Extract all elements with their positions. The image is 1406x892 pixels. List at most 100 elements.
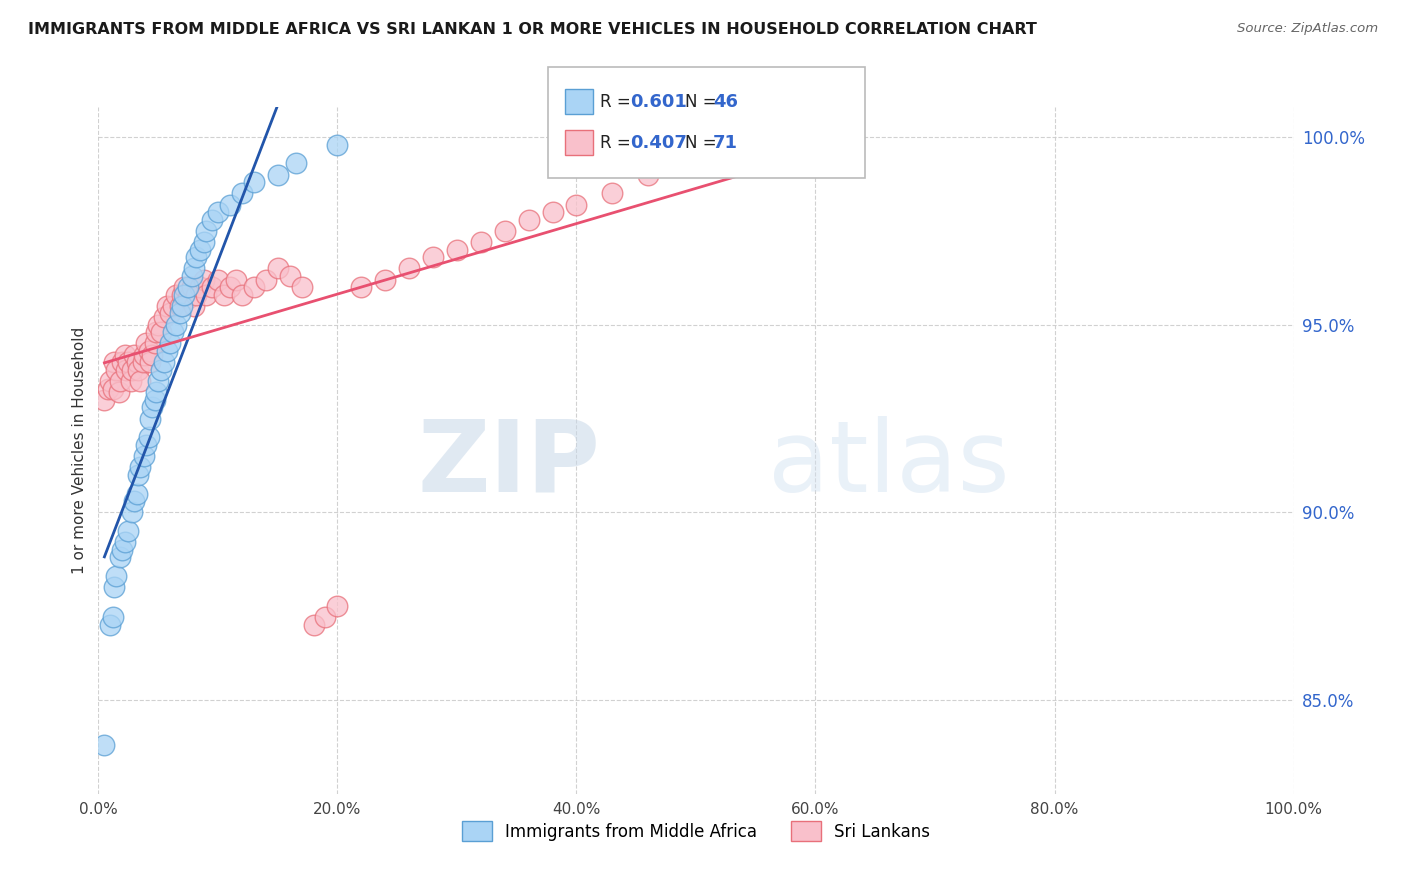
Point xyxy=(132,449,155,463)
Text: Source: ZipAtlas.com: Source: ZipAtlas.com xyxy=(1237,22,1378,36)
Point xyxy=(225,273,247,287)
Point xyxy=(186,287,208,301)
Point xyxy=(139,411,162,425)
Point xyxy=(98,618,122,632)
Point xyxy=(173,280,195,294)
Text: 0.407: 0.407 xyxy=(630,134,686,152)
Text: 46: 46 xyxy=(713,93,738,111)
Point xyxy=(602,186,624,201)
Point xyxy=(169,306,191,320)
Point xyxy=(180,268,202,283)
Text: 0.601: 0.601 xyxy=(630,93,686,111)
Point xyxy=(350,280,373,294)
Point xyxy=(131,355,153,369)
Point xyxy=(188,243,211,257)
Point xyxy=(195,224,218,238)
Point xyxy=(398,261,420,276)
Point xyxy=(143,392,166,407)
Point xyxy=(165,318,187,332)
Point xyxy=(162,325,184,339)
Point xyxy=(494,224,516,238)
Point xyxy=(108,550,131,565)
Point xyxy=(105,363,128,377)
Point xyxy=(111,355,134,369)
Point xyxy=(374,273,396,287)
Point xyxy=(114,535,136,549)
Text: ZIP: ZIP xyxy=(418,416,600,513)
Point xyxy=(149,325,172,339)
Point xyxy=(101,382,124,396)
Point xyxy=(278,268,301,283)
Point xyxy=(145,385,167,400)
Point xyxy=(517,212,540,227)
Point xyxy=(124,348,146,362)
Point xyxy=(193,235,215,249)
Point xyxy=(267,261,290,276)
Point xyxy=(231,186,253,201)
Point xyxy=(685,149,707,163)
Point xyxy=(148,374,170,388)
Point xyxy=(470,235,492,249)
Point xyxy=(201,212,224,227)
Point xyxy=(177,292,200,306)
Point xyxy=(97,382,120,396)
Point xyxy=(127,363,149,377)
Point xyxy=(155,343,177,358)
Point xyxy=(138,343,160,358)
Text: IMMIGRANTS FROM MIDDLE AFRICA VS SRI LANKAN 1 OR MORE VEHICLES IN HOUSEHOLD CORR: IMMIGRANTS FROM MIDDLE AFRICA VS SRI LAN… xyxy=(28,22,1038,37)
Point xyxy=(446,243,468,257)
Point xyxy=(745,130,768,145)
Point xyxy=(120,374,142,388)
Point xyxy=(148,318,170,332)
Point xyxy=(129,374,152,388)
Point xyxy=(172,287,194,301)
Point xyxy=(93,392,115,407)
Point xyxy=(132,348,155,362)
Point xyxy=(541,205,564,219)
Point xyxy=(111,543,134,558)
Point xyxy=(254,273,277,287)
Point xyxy=(121,505,143,519)
Point xyxy=(422,250,444,264)
Text: R =: R = xyxy=(600,93,637,111)
Point xyxy=(98,374,122,388)
Y-axis label: 1 or more Vehicles in Household: 1 or more Vehicles in Household xyxy=(72,326,87,574)
Point xyxy=(135,336,157,351)
Point xyxy=(186,250,208,264)
Text: N =: N = xyxy=(685,134,721,152)
Point xyxy=(124,494,146,508)
Point xyxy=(153,355,176,369)
Point xyxy=(219,280,242,294)
Point xyxy=(129,460,152,475)
Point xyxy=(141,348,163,362)
Point xyxy=(637,168,659,182)
Point xyxy=(243,280,266,294)
Point xyxy=(183,261,205,276)
Point xyxy=(162,299,184,313)
Point xyxy=(121,363,143,377)
Point xyxy=(172,299,194,313)
Point xyxy=(127,467,149,482)
Point xyxy=(143,336,166,351)
Point xyxy=(138,430,160,444)
Point xyxy=(173,287,195,301)
Point xyxy=(101,610,124,624)
Point xyxy=(207,205,229,219)
Text: 71: 71 xyxy=(713,134,738,152)
Point xyxy=(153,310,176,325)
Point xyxy=(159,336,181,351)
Point xyxy=(177,280,200,294)
Point xyxy=(117,355,139,369)
Point xyxy=(212,287,235,301)
Point xyxy=(125,355,148,369)
Point xyxy=(188,280,211,294)
Text: R =: R = xyxy=(600,134,637,152)
Point xyxy=(165,287,187,301)
Point xyxy=(145,325,167,339)
Point xyxy=(169,299,191,313)
Point xyxy=(193,273,215,287)
Text: atlas: atlas xyxy=(768,416,1010,513)
Point xyxy=(291,280,314,294)
Point xyxy=(108,374,131,388)
Point xyxy=(159,306,181,320)
